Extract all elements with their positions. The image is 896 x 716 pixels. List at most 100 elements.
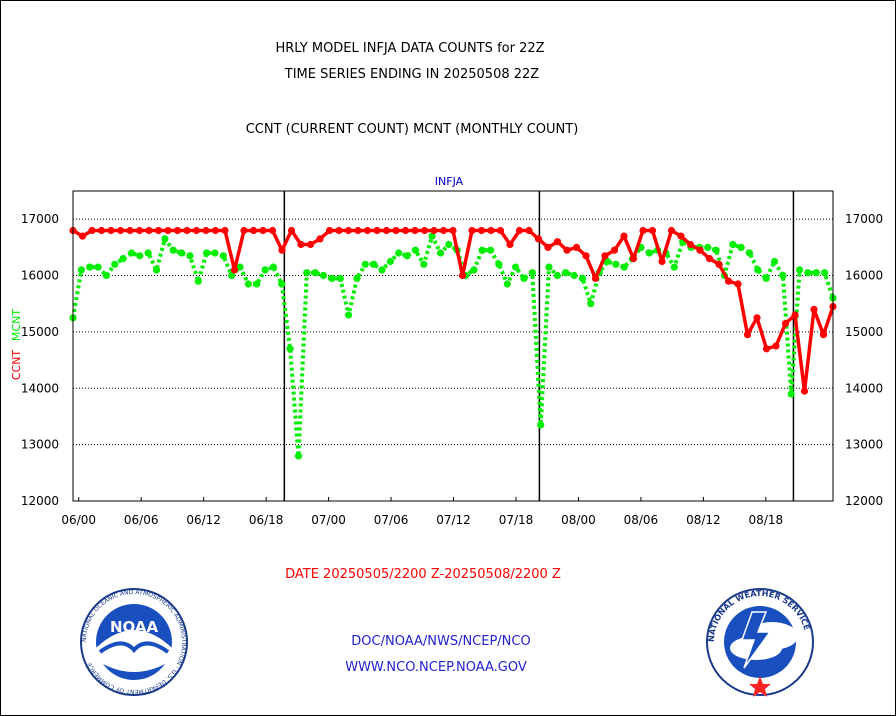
data-point-mcnt bbox=[336, 274, 344, 282]
data-point-ccnt bbox=[449, 226, 457, 235]
data-point-mcnt bbox=[754, 266, 762, 274]
data-point-mcnt bbox=[779, 271, 787, 280]
chart-title-line-1: HRLY MODEL INFJA DATA COUNTS for 22Z bbox=[275, 41, 544, 56]
x-tick-label: 08/06 bbox=[624, 513, 659, 527]
data-point-ccnt bbox=[591, 274, 600, 282]
data-point-mcnt bbox=[570, 271, 578, 280]
data-point-ccnt bbox=[639, 226, 647, 235]
data-point-mcnt bbox=[704, 243, 712, 251]
y-tick-label-left: 16000 bbox=[21, 269, 59, 283]
data-point-mcnt bbox=[136, 252, 144, 260]
data-point-ccnt bbox=[724, 277, 733, 285]
data-point-mcnt bbox=[127, 249, 136, 257]
data-point-ccnt bbox=[259, 226, 267, 235]
data-point-ccnt bbox=[354, 226, 362, 235]
noaa-logo: NATIONAL OCEANIC AND ATMOSPHERIC ADMINIS… bbox=[80, 588, 188, 696]
data-point-ccnt bbox=[648, 226, 657, 235]
data-point-ccnt bbox=[544, 243, 552, 251]
data-point-ccnt bbox=[553, 238, 562, 246]
data-point-mcnt bbox=[478, 246, 486, 254]
data-point-mcnt bbox=[152, 266, 161, 274]
data-point-mcnt bbox=[144, 249, 152, 257]
data-point-mcnt bbox=[737, 243, 745, 251]
chart-subtitle: CCNT (CURRENT COUNT) MCNT (MONTHLY COUNT… bbox=[246, 122, 579, 137]
series-line-mcnt bbox=[71, 234, 835, 458]
data-point-ccnt bbox=[610, 246, 619, 254]
data-point-mcnt bbox=[712, 246, 720, 254]
data-point-mcnt bbox=[420, 260, 428, 268]
x-tick-label: 07/12 bbox=[436, 513, 471, 527]
data-point-ccnt bbox=[734, 280, 742, 288]
data-point-ccnt bbox=[506, 240, 514, 249]
data-point-mcnt bbox=[211, 249, 219, 257]
data-point-mcnt bbox=[77, 266, 85, 274]
data-point-mcnt bbox=[603, 257, 612, 266]
data-point-mcnt bbox=[545, 263, 553, 271]
data-point-mcnt bbox=[821, 269, 829, 277]
y-tick-label-right: 16000 bbox=[845, 269, 883, 283]
data-point-mcnt bbox=[319, 271, 328, 280]
website-link[interactable]: WWW.NCO.NCEP.NOAA.GOV bbox=[345, 660, 527, 675]
data-point-ccnt bbox=[629, 255, 638, 263]
y-tick-label-left: 14000 bbox=[21, 381, 59, 395]
series-ccnt bbox=[69, 226, 837, 395]
y-tick-label-right: 12000 bbox=[845, 494, 883, 508]
data-point-ccnt bbox=[420, 226, 429, 235]
data-point-mcnt bbox=[294, 452, 303, 460]
y-tick-label-right: 13000 bbox=[845, 438, 883, 452]
data-point-ccnt bbox=[791, 311, 799, 319]
data-point-ccnt bbox=[563, 246, 571, 254]
data-point-ccnt bbox=[230, 266, 239, 274]
data-point-ccnt bbox=[525, 226, 533, 235]
data-point-ccnt bbox=[800, 387, 809, 395]
data-point-ccnt bbox=[658, 257, 666, 266]
data-point-ccnt bbox=[278, 246, 286, 254]
data-point-ccnt bbox=[154, 226, 163, 235]
data-point-mcnt bbox=[787, 390, 795, 398]
data-point-ccnt bbox=[382, 226, 391, 235]
data-point-mcnt bbox=[520, 274, 528, 282]
data-point-ccnt bbox=[287, 226, 296, 235]
data-point-mcnt bbox=[796, 266, 804, 274]
x-tick-label: 06/06 bbox=[124, 513, 159, 527]
data-point-ccnt bbox=[126, 226, 134, 235]
data-point-ccnt bbox=[240, 226, 248, 235]
x-tick-label: 08/12 bbox=[686, 513, 721, 527]
data-point-mcnt bbox=[228, 271, 236, 280]
gridlines bbox=[73, 218, 833, 446]
data-point-ccnt bbox=[468, 226, 476, 235]
data-point-ccnt bbox=[97, 226, 106, 235]
data-point-mcnt bbox=[762, 274, 770, 282]
data-point-ccnt bbox=[88, 226, 96, 235]
data-point-ccnt bbox=[620, 232, 628, 240]
x-tick-label: 08/18 bbox=[749, 513, 784, 527]
data-point-ccnt bbox=[249, 226, 258, 235]
y-tick-label-right: 17000 bbox=[845, 212, 883, 226]
data-point-mcnt bbox=[119, 255, 127, 263]
data-point-ccnt bbox=[221, 226, 229, 235]
data-point-mcnt bbox=[470, 266, 478, 274]
data-point-mcnt bbox=[537, 421, 545, 429]
data-point-ccnt bbox=[496, 226, 505, 235]
data-point-ccnt bbox=[135, 226, 144, 235]
data-point-ccnt bbox=[306, 240, 315, 249]
data-point-mcnt bbox=[436, 249, 445, 257]
data-point-ccnt bbox=[762, 345, 771, 353]
data-point-ccnt bbox=[268, 226, 277, 235]
data-point-ccnt bbox=[534, 235, 543, 243]
data-point-ccnt bbox=[173, 226, 182, 235]
data-point-ccnt bbox=[705, 255, 714, 263]
data-point-ccnt bbox=[164, 226, 172, 235]
data-point-mcnt bbox=[511, 263, 520, 271]
data-point-ccnt bbox=[515, 226, 524, 235]
data-point-mcnt bbox=[178, 249, 186, 257]
data-point-ccnt bbox=[344, 226, 353, 235]
y-tick-label-left: 15000 bbox=[21, 325, 59, 339]
data-point-ccnt bbox=[582, 252, 590, 260]
data-point-ccnt bbox=[78, 232, 87, 240]
org-path: DOC/NOAA/NWS/NCEP/NCO bbox=[351, 634, 530, 649]
data-point-ccnt bbox=[401, 226, 410, 235]
data-point-mcnt bbox=[203, 249, 211, 257]
data-point-ccnt bbox=[686, 240, 695, 249]
